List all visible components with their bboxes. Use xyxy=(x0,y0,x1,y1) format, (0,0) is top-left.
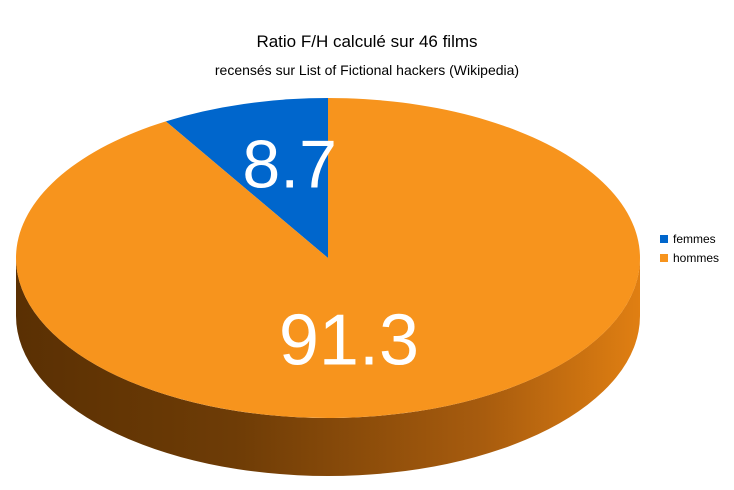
pie-side-hommes xyxy=(16,258,640,476)
chart-title: Ratio F/H calculé sur 46 films xyxy=(256,32,478,51)
legend-label-hommes: hommes xyxy=(673,250,720,265)
data-label-hommes: 91.3 xyxy=(279,301,419,381)
pie-slice-hommes xyxy=(16,98,641,418)
data-label-femmes: 8.7 xyxy=(242,126,337,202)
legend-swatch-femmes xyxy=(660,234,668,243)
legend-swatch-hommes xyxy=(660,253,668,262)
legend-label-femmes: femmes xyxy=(673,231,716,246)
legend: femmes hommes xyxy=(660,229,719,267)
pie-slice-femmes xyxy=(165,98,328,258)
legend-item-hommes: hommes xyxy=(660,248,719,267)
chart-subtitle: recensés sur List of Fictional hackers (… xyxy=(214,62,520,78)
legend-item-femmes: femmes xyxy=(660,229,719,248)
